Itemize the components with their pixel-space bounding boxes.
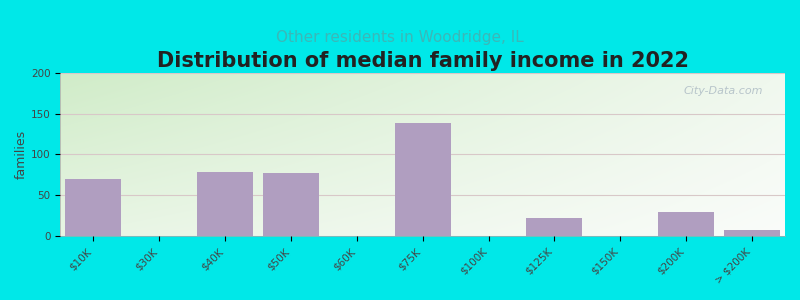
Bar: [526, 218, 582, 236]
Bar: [197, 172, 253, 236]
Text: Other residents in Woodridge, IL: Other residents in Woodridge, IL: [276, 30, 524, 45]
Bar: [263, 173, 319, 236]
Text: City-Data.com: City-Data.com: [684, 86, 763, 96]
Bar: [394, 122, 450, 236]
Bar: [724, 230, 780, 236]
Bar: [65, 179, 121, 236]
Title: Distribution of median family income in 2022: Distribution of median family income in …: [157, 51, 689, 71]
Y-axis label: families: families: [15, 130, 28, 179]
Bar: [658, 212, 714, 236]
